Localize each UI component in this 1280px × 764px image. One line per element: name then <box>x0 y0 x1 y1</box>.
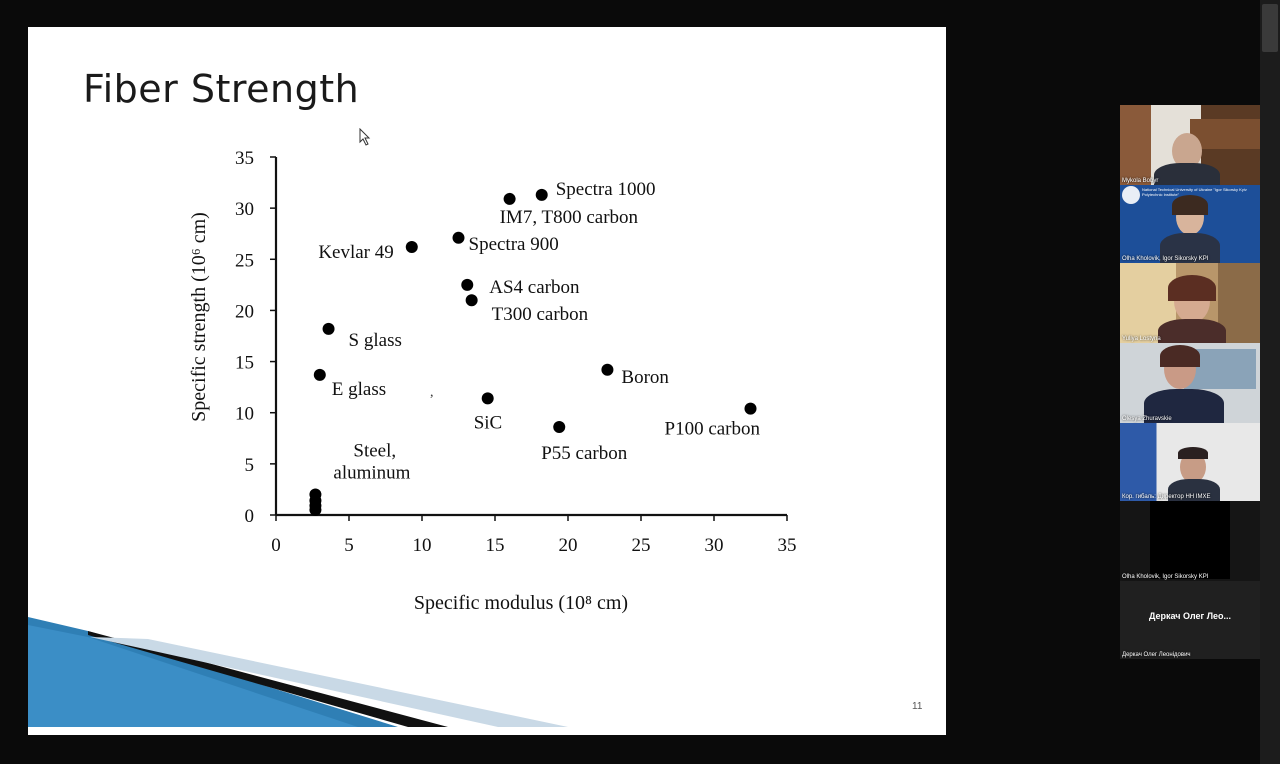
participant-name: Деркач Олег Леонідович <box>1122 652 1191 658</box>
slide-number: 11 <box>912 701 923 712</box>
data-point <box>322 322 335 335</box>
data-point <box>601 363 614 376</box>
y-tick-label: 15 <box>235 353 254 374</box>
data-point <box>481 392 494 405</box>
participant-name-large: Деркач Олег Лео... <box>1148 611 1232 621</box>
participant-tile[interactable]: Кор. гибаль: Директор НН ІМХЕ <box>1120 423 1260 501</box>
data-point <box>465 294 478 307</box>
scatter-chart: 0 5 10 15 20 25 30 35 0 5 10 15 20 25 30 35 Spectra 100… <box>28 148 797 727</box>
y-tick-label: 25 <box>235 250 254 271</box>
y-tick-label: 0 <box>245 506 255 527</box>
y-tick-label: 20 <box>235 301 254 322</box>
y-tick-label: 5 <box>245 455 255 476</box>
x-tick-label: 30 <box>705 535 724 556</box>
participant-name: Mykola Bobyr <box>1122 178 1159 184</box>
participant-name: Olha Kholovik, Igor Sikorsky KPI <box>1122 256 1209 262</box>
data-point <box>553 421 566 434</box>
chart-axes <box>274 157 787 517</box>
point-label: E glass <box>332 379 386 400</box>
x-tick-label: 10 <box>413 535 432 556</box>
scrollbar-thumb[interactable] <box>1262 4 1278 52</box>
point-label: Boron <box>621 367 669 388</box>
data-point <box>503 192 516 205</box>
participant-tile[interactable]: Olha Kholovik, Igor Sikorsky KPI <box>1120 501 1260 581</box>
x-tick-label: 15 <box>486 535 505 556</box>
point-label: Kevlar 49 <box>318 242 393 263</box>
slide-decoration-ribbon <box>28 617 568 727</box>
y-tick-label: 35 <box>235 148 254 169</box>
point-label: Steel, <box>353 441 396 462</box>
participant-name: Кор. гибаль: Директор НН ІМХЕ <box>1122 494 1211 500</box>
chart-points: Spectra 1000 IM7, T800 carbon Kevlar 49 Spe… <box>309 179 761 516</box>
chart-ticks: 0 5 10 15 20 25 30 35 0 5 10 15 20 25 30 35 <box>235 148 797 556</box>
data-point <box>452 231 465 244</box>
point-label: P100 carbon <box>665 419 761 440</box>
data-point <box>405 241 418 254</box>
university-banner: National Technical University of Ukraine… <box>1142 187 1247 197</box>
point-label: SiC <box>474 412 503 433</box>
x-axis-label: Specific modulus (10⁸ cm) <box>414 592 628 614</box>
data-point <box>313 368 326 381</box>
point-label: IM7, T800 carbon <box>500 207 639 228</box>
participant-tile[interactable]: Mykola Bobyr <box>1120 105 1260 185</box>
point-label: Spectra 1000 <box>556 179 656 200</box>
participant-tile[interactable]: Деркач Олег Лео... Деркач Олег Леонідови… <box>1120 581 1260 659</box>
data-point <box>309 503 322 516</box>
x-tick-label: 20 <box>559 535 578 556</box>
point-label: Spectra 900 <box>469 234 559 255</box>
point-label: S glass <box>349 330 402 351</box>
mouse-cursor-icon <box>359 127 371 151</box>
x-tick-label: 35 <box>778 535 797 556</box>
participant-name: Olesya Zhuravskie <box>1122 416 1172 422</box>
data-point <box>461 278 474 291</box>
data-point <box>744 402 757 415</box>
data-point <box>535 188 548 201</box>
side-scroll-strip[interactable] <box>1260 0 1280 764</box>
participant-name: Olha Kholovik, Igor Sikorsky KPI <box>1122 574 1209 580</box>
x-tick-label: 5 <box>344 535 354 556</box>
point-label: aluminum <box>333 463 410 484</box>
participant-tile[interactable]: Yuliya Lostyna <box>1120 263 1260 343</box>
y-tick-label: 30 <box>235 199 254 220</box>
participant-name: Yuliya Lostyna <box>1122 336 1161 342</box>
x-tick-label: 25 <box>632 535 651 556</box>
point-label: T300 carbon <box>492 304 589 325</box>
point-label: AS4 carbon <box>489 277 580 298</box>
stray-mark: , <box>430 385 434 400</box>
point-label: P55 carbon <box>541 443 628 464</box>
x-tick-label: 0 <box>271 535 281 556</box>
y-tick-label: 10 <box>235 404 254 425</box>
y-axis-label: Specific strength (10⁶ cm) <box>188 212 210 422</box>
participant-tile[interactable]: National Technical University of Ukraine… <box>1120 185 1260 263</box>
slide-title: Fiber Strength <box>83 67 360 111</box>
presentation-slide: Fiber Strength 0 5 10 15 20 25 30 35 0 5 10 15 20 25 3… <box>28 27 946 735</box>
participant-tile[interactable]: Olesya Zhuravskie <box>1120 343 1260 423</box>
